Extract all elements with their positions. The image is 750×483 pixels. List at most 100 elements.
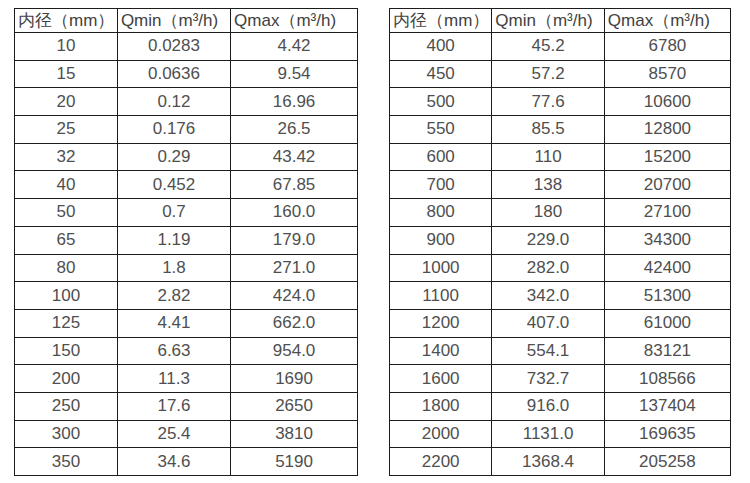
table-row: 150.06369.54: [15, 60, 358, 88]
table-row: 100.02834.42: [15, 33, 358, 61]
table-row: 20011.31690: [15, 365, 358, 393]
dn-cell: 200: [15, 365, 118, 393]
dn-cell: 1200: [390, 309, 492, 337]
qmin-cell: 6.63: [117, 337, 230, 365]
header-row: 内径（mm）Qmin（m³/h)Qmax（m³/h): [390, 9, 731, 33]
table-row: 801.8271.0: [15, 254, 358, 282]
qmin-cell: 34.6: [117, 448, 230, 476]
dn-cell: 1600: [390, 365, 492, 393]
qmin-cell: 45.2: [492, 33, 605, 61]
qmin-cell: 25.4: [117, 420, 230, 448]
table-row: 1200407.061000: [390, 309, 731, 337]
qmin-cell: 180: [492, 199, 605, 227]
column-header-qmax: Qmax（m³/h): [604, 9, 730, 33]
dn-cell: 150: [15, 337, 118, 365]
dn-cell: 50: [15, 199, 118, 227]
qmin-cell: 407.0: [492, 309, 605, 337]
flow-table-small-diameters: 内径（mm）Qmin（m³/h)Qmax（m³/h)100.02834.4215…: [14, 8, 358, 476]
qmax-cell: 20700: [604, 171, 730, 199]
qmin-cell: 77.6: [492, 88, 605, 116]
qmax-cell: 954.0: [231, 337, 358, 365]
qmin-cell: 11.3: [117, 365, 230, 393]
dn-cell: 80: [15, 254, 118, 282]
qmax-cell: 662.0: [231, 309, 358, 337]
qmax-cell: 9.54: [231, 60, 358, 88]
qmin-cell: 85.5: [492, 116, 605, 144]
table-row: 250.17626.5: [15, 116, 358, 144]
qmax-cell: 42400: [604, 254, 730, 282]
header-row: 内径（mm）Qmin（m³/h)Qmax（m³/h): [15, 9, 358, 33]
qmax-cell: 1690: [231, 365, 358, 393]
table-row: 400.45267.85: [15, 171, 358, 199]
dn-cell: 65: [15, 226, 118, 254]
qmin-cell: 2.82: [117, 282, 230, 310]
qmin-cell: 0.176: [117, 116, 230, 144]
dn-cell: 800: [390, 199, 492, 227]
qmax-cell: 160.0: [231, 199, 358, 227]
table-row: 55085.512800: [390, 116, 731, 144]
dn-cell: 500: [390, 88, 492, 116]
table-row: 1506.63954.0: [15, 337, 358, 365]
qmin-cell: 17.6: [117, 392, 230, 420]
qmax-cell: 2650: [231, 392, 358, 420]
qmax-cell: 83121: [604, 337, 730, 365]
dn-cell: 900: [390, 226, 492, 254]
qmin-cell: 229.0: [492, 226, 605, 254]
qmax-cell: 27100: [604, 199, 730, 227]
dn-cell: 20: [15, 88, 118, 116]
table-row: 1600732.7108566: [390, 365, 731, 393]
qmin-cell: 1368.4: [492, 448, 605, 476]
qmax-cell: 12800: [604, 116, 730, 144]
table-row: 1800916.0137404: [390, 392, 731, 420]
dn-cell: 40: [15, 171, 118, 199]
qmax-cell: 34300: [604, 226, 730, 254]
table-row: 651.19179.0: [15, 226, 358, 254]
qmax-cell: 16.96: [231, 88, 358, 116]
qmin-cell: 138: [492, 171, 605, 199]
qmax-cell: 169635: [604, 420, 730, 448]
qmax-cell: 5190: [231, 448, 358, 476]
qmin-cell: 4.41: [117, 309, 230, 337]
qmin-cell: 0.12: [117, 88, 230, 116]
qmax-cell: 137404: [604, 392, 730, 420]
qmin-cell: 1.19: [117, 226, 230, 254]
qmax-cell: 67.85: [231, 171, 358, 199]
qmax-cell: 51300: [604, 282, 730, 310]
table-row: 40045.26780: [390, 33, 731, 61]
qmin-cell: 110: [492, 143, 605, 171]
qmin-cell: 1131.0: [492, 420, 605, 448]
dn-cell: 1000: [390, 254, 492, 282]
dn-cell: 250: [15, 392, 118, 420]
qmax-cell: 6780: [604, 33, 730, 61]
qmin-cell: 0.452: [117, 171, 230, 199]
qmax-cell: 4.42: [231, 33, 358, 61]
table-row: 900229.034300: [390, 226, 731, 254]
table-row: 500.7160.0: [15, 199, 358, 227]
dn-cell: 2200: [390, 448, 492, 476]
table-row: 30025.43810: [15, 420, 358, 448]
qmin-cell: 916.0: [492, 392, 605, 420]
qmax-cell: 271.0: [231, 254, 358, 282]
qmax-cell: 424.0: [231, 282, 358, 310]
table-row: 60011015200: [390, 143, 731, 171]
dn-cell: 700: [390, 171, 492, 199]
table-row: 200.1216.96: [15, 88, 358, 116]
qmax-cell: 8570: [604, 60, 730, 88]
table-row: 22001368.4205258: [390, 448, 731, 476]
table-row: 45057.28570: [390, 60, 731, 88]
dn-cell: 32: [15, 143, 118, 171]
dn-cell: 10: [15, 33, 118, 61]
dn-cell: 600: [390, 143, 492, 171]
qmin-cell: 0.7: [117, 199, 230, 227]
qmax-cell: 43.42: [231, 143, 358, 171]
flow-range-spec-page: 内径（mm）Qmin（m³/h)Qmax（m³/h)100.02834.4215…: [0, 0, 750, 483]
dn-cell: 450: [390, 60, 492, 88]
dn-cell: 1400: [390, 337, 492, 365]
flow-table-large-diameters: 内径（mm）Qmin（m³/h)Qmax（m³/h)40045.26780450…: [389, 8, 731, 476]
qmin-cell: 57.2: [492, 60, 605, 88]
dn-cell: 550: [390, 116, 492, 144]
dn-cell: 25: [15, 116, 118, 144]
qmax-cell: 179.0: [231, 226, 358, 254]
qmin-cell: 1.8: [117, 254, 230, 282]
qmax-cell: 205258: [604, 448, 730, 476]
